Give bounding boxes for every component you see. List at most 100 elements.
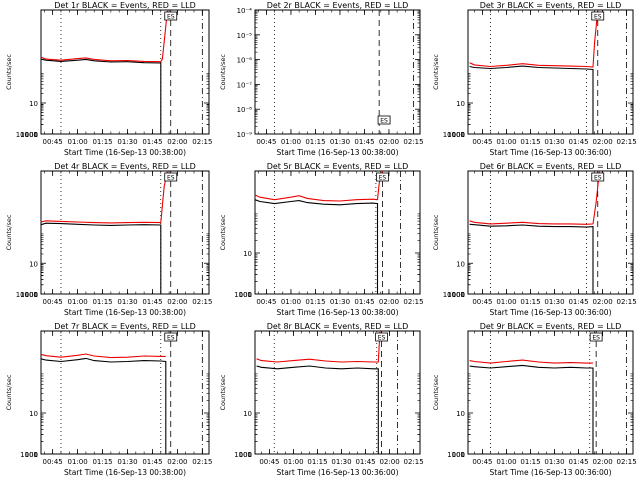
x-tick-label: 00:45	[256, 138, 276, 146]
es-marker-label: ES	[167, 175, 175, 182]
events-series-line	[40, 222, 162, 294]
lld-series-line	[40, 353, 166, 359]
x-tick-label: 01:00	[496, 138, 516, 146]
chart-panel-8: Det 8r BLACK = Events, RED = LLD Start Ti…	[219, 322, 424, 477]
x-tick-label: 02:15	[192, 138, 212, 146]
x-tick-label: 01:45	[568, 138, 588, 146]
x-tick-label: 01:15	[305, 298, 325, 306]
chart-panel-7: Det 7r BLACK = Events, RED = LLD Start Ti…	[5, 322, 212, 477]
y-tick-label: 10⁻⁴	[237, 7, 253, 15]
y-tick-label: 1	[34, 131, 38, 139]
y-tick-label: 10	[456, 100, 465, 108]
x-tick-label: 02:00	[592, 298, 612, 306]
y-tick-label: 10	[29, 410, 38, 418]
x-tick-label: 01:00	[281, 138, 301, 146]
x-tick-label: 02:00	[379, 298, 399, 306]
es-marker-box	[375, 332, 388, 342]
x-axis-label: Start Time (16-Sep-13 00:38:00)	[277, 308, 399, 317]
chart-title: Det 2r BLACK = Events, RED = LLD	[267, 1, 409, 10]
y-tick-label: 100	[25, 291, 38, 299]
y-axis-label: Counts/sec	[432, 374, 440, 410]
y-axis-label: Counts/sec	[5, 214, 13, 250]
y-tick-label: 100	[25, 131, 38, 139]
y-tick-label: 100	[239, 451, 252, 459]
x-tick-label: 00:45	[43, 138, 63, 146]
x-tick-label: 00:45	[472, 298, 492, 306]
chart-panel-6: Det 6r BLACK = Events, RED = LLD Start Ti…	[432, 162, 637, 317]
x-axis-label: Start Time (16-Sep-13 00:36:00)	[490, 148, 612, 157]
x-tick-label: 01:45	[354, 138, 374, 146]
events-series-line	[40, 58, 162, 134]
events-series-line	[469, 364, 594, 454]
x-tick-label: 01:45	[568, 458, 588, 466]
x-tick-label: 01:00	[68, 298, 88, 306]
es-marker-label: ES	[592, 335, 600, 342]
y-tick-label: 10⁻⁵	[237, 32, 253, 40]
events-series-line	[256, 365, 379, 454]
es-marker-label: ES	[378, 335, 386, 342]
lld-series-line	[469, 359, 593, 364]
x-tick-label: 01:00	[281, 298, 301, 306]
chart-title: Det 9r BLACK = Events, RED = LLD	[480, 322, 622, 331]
y-tick-label: 100	[239, 291, 252, 299]
x-tick-label: 00:45	[472, 138, 492, 146]
y-axis-label: Counts/sec	[5, 374, 13, 410]
x-tick-label: 02:00	[167, 298, 187, 306]
x-tick-label: 02:00	[379, 138, 399, 146]
events-series-line	[469, 65, 594, 134]
y-tick-label: 10000	[443, 291, 465, 299]
es-marker-label: ES	[167, 14, 175, 21]
y-tick-label: 10000	[443, 131, 465, 139]
y-axis-label: Counts/sec	[219, 214, 227, 250]
x-tick-label: 01:15	[92, 458, 112, 466]
lld-series-line	[469, 9, 599, 68]
x-tick-label: 01:15	[307, 458, 327, 466]
y-tick-label: 1000	[447, 291, 465, 299]
x-tick-label: 01:15	[520, 458, 540, 466]
x-tick-label: 02:15	[403, 298, 423, 306]
chart-panel-2: Det 2r BLACK = Events, RED = LLD Start Ti…	[219, 1, 424, 157]
es-marker-box	[376, 172, 389, 182]
y-tick-label: 100	[452, 291, 465, 299]
x-axis-label: Start Time (16-Sep-13 00:38:00)	[64, 308, 186, 317]
x-tick-label: 00:45	[43, 298, 63, 306]
es-marker-box	[164, 332, 178, 342]
chart-title: Det 4r BLACK = Events, RED = LLD	[54, 162, 196, 171]
x-tick-label: 01:30	[330, 138, 350, 146]
x-axis-label: Start Time (16-Sep-13 00:38:00)	[64, 468, 186, 477]
y-axis-label: Counts/sec	[5, 54, 13, 90]
y-tick-label: 1000	[20, 131, 38, 139]
x-axis-label: Start Time (16-Sep-13 00:36:00)	[490, 308, 612, 317]
plot-frame	[254, 330, 421, 455]
x-tick-label: 01:45	[354, 298, 374, 306]
y-tick-label: 10⁻⁹	[237, 131, 253, 139]
es-marker-box	[591, 11, 605, 21]
y-tick-label: 1	[461, 291, 465, 299]
y-axis-label: Counts/sec	[219, 54, 227, 90]
y-tick-label: 10	[243, 250, 252, 258]
y-tick-label: 1000	[447, 131, 465, 139]
x-tick-label: 01:15	[305, 138, 325, 146]
plot-frame	[254, 9, 421, 135]
chart-title: Det 1r BLACK = Events, RED = LLD	[54, 1, 196, 10]
x-axis-label: Start Time (16-Sep-13 00:36:00)	[277, 468, 399, 477]
lld-series-line	[40, 170, 168, 224]
chart-title: Det 5r BLACK = Events, RED = LLD	[267, 162, 409, 171]
y-tick-label: 10	[29, 100, 38, 108]
y-tick-label: 1000	[234, 291, 252, 299]
x-tick-label: 01:30	[544, 298, 564, 306]
y-tick-label: 100	[25, 451, 38, 459]
x-tick-label: 01:15	[92, 138, 112, 146]
y-tick-label: 10⁻⁸	[237, 106, 253, 114]
y-axis-label: Counts/sec	[432, 214, 440, 250]
es-marker-box	[589, 332, 603, 342]
es-marker-box	[591, 172, 605, 182]
es-marker-label: ES	[167, 335, 175, 342]
y-tick-label: 1	[34, 451, 38, 459]
y-tick-label: 100	[452, 131, 465, 139]
y-axis-label: Counts/sec	[432, 54, 440, 90]
chart-panel-4: Det 4r BLACK = Events, RED = LLD Start Ti…	[5, 162, 212, 317]
x-tick-label: 01:00	[283, 458, 303, 466]
chart-panel-1: Det 1r BLACK = Events, RED = LLD Start Ti…	[5, 1, 212, 157]
y-tick-label: 1000	[20, 451, 38, 459]
